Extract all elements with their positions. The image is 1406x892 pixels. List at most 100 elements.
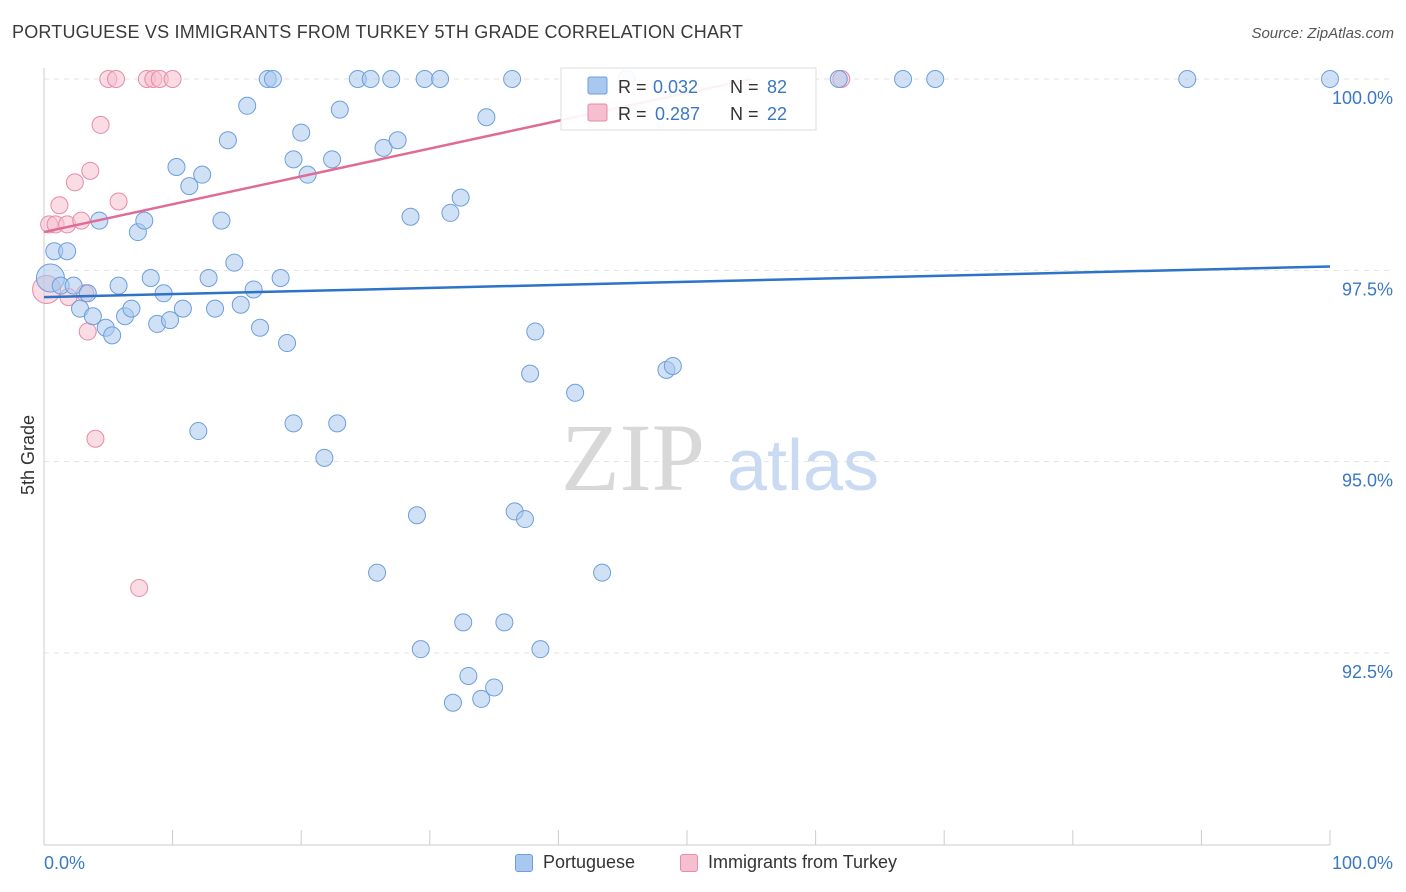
legend-label-portuguese: Portuguese — [543, 852, 636, 872]
portuguese-point-31 — [244, 280, 263, 299]
portuguese-point-60 — [454, 613, 473, 632]
portuguese-point-2 — [58, 242, 77, 261]
portuguese-point-55 — [415, 70, 434, 88]
y-tick-label-2: 95.0% — [1342, 471, 1393, 491]
portuguese-point-54 — [411, 640, 430, 659]
turkey-point-5 — [65, 173, 84, 192]
portuguese-point-73 — [593, 563, 612, 582]
portuguese-point-62 — [472, 689, 491, 708]
watermark: ZIP atlas — [561, 404, 879, 511]
portuguese-trend-line — [43, 265, 1331, 299]
grid-lines — [44, 78, 1393, 654]
portuguese-point-20 — [167, 158, 186, 177]
y-tick-label-3: 92.5% — [1342, 662, 1393, 682]
portuguese-point-12 — [122, 299, 141, 318]
portuguese-point-5 — [78, 284, 97, 303]
portuguese-point-24 — [199, 268, 218, 287]
series-legend: Portuguese Immigrants from Turkey — [0, 852, 1406, 878]
portuguese-point-38 — [284, 150, 303, 169]
portuguese-point-68 — [515, 510, 534, 529]
legend-r-value-turkey: 0.287 — [655, 104, 700, 124]
chart-title: PORTUGUESE VS IMMIGRANTS FROM TURKEY 5TH… — [12, 22, 744, 42]
legend-swatch-portuguese-bottom — [515, 853, 533, 872]
turkey-point-12 — [91, 115, 110, 134]
portuguese-point-19 — [161, 311, 180, 330]
portuguese-point-7 — [83, 307, 102, 326]
legend-swatch-turkey-bottom — [680, 853, 698, 872]
x-tick-label-left: 0.0% — [44, 853, 85, 873]
portuguese-point-58 — [443, 693, 462, 712]
portuguese-point-39 — [292, 123, 311, 142]
portuguese-point-47 — [361, 70, 380, 88]
portuguese-point-29 — [231, 295, 250, 314]
portuguese-point-16 — [141, 268, 160, 287]
portuguese-point-57 — [441, 203, 460, 222]
portuguese-point-71 — [531, 640, 550, 659]
legend-n-value-portuguese: 82 — [767, 77, 787, 97]
portuguese-point-21 — [173, 299, 192, 318]
legend-r-label-turkey: R = — [618, 104, 647, 124]
turkey-point-11 — [86, 429, 105, 448]
portuguese-point-78 — [894, 70, 913, 88]
portuguese-point-25 — [206, 299, 225, 318]
portuguese-point-48 — [368, 563, 387, 582]
portuguese-point-42 — [315, 448, 334, 467]
source-label: Source: ZipAtlas.com — [1251, 25, 1394, 42]
portuguese-point-41 — [323, 150, 342, 169]
watermark-atlas: atlas — [727, 426, 879, 506]
portuguese-point-23 — [193, 165, 212, 184]
y-axis-label: 5th Grade — [18, 415, 38, 495]
legend-r-value-portuguese: 0.032 — [653, 77, 698, 97]
y-tick-label-1: 97.5% — [1342, 279, 1393, 299]
portuguese-point-53 — [407, 506, 426, 525]
portuguese-point-45 — [189, 422, 208, 441]
legend-swatch-portuguese — [587, 76, 608, 95]
legend-label-turkey: Immigrants from Turkey — [708, 852, 898, 872]
portuguese-point-35 — [271, 268, 290, 287]
portuguese-point-79 — [926, 70, 945, 88]
portuguese-point-22 — [180, 177, 199, 196]
portuguese-point-69 — [521, 364, 540, 383]
y-tick-label-0: 100.0% — [1332, 88, 1393, 108]
legend-n-value-turkey: 22 — [767, 104, 787, 124]
portuguese-points — [35, 70, 1339, 712]
portuguese-point-30 — [238, 96, 257, 115]
portuguese-point-10 — [109, 276, 128, 295]
legend-item-turkey[interactable]: Immigrants from Turkey — [680, 852, 897, 873]
portuguese-point-77 — [829, 70, 848, 88]
turkey-point-16 — [130, 578, 149, 597]
immigrants-from-turkey-points — [32, 70, 851, 597]
portuguese-point-44 — [328, 414, 347, 433]
x-axis-tick-labels: 0.0% 100.0% — [44, 853, 1393, 873]
portuguese-point-81 — [1321, 70, 1339, 88]
y-axis-tick-labels: 100.0% 97.5% 95.0% 92.5% — [1332, 88, 1393, 682]
legend-r-label-portuguese: R = — [618, 77, 647, 97]
portuguese-point-15 — [135, 211, 154, 230]
portuguese-point-49 — [374, 138, 393, 157]
portuguese-point-66 — [503, 70, 522, 88]
portuguese-point-51 — [388, 131, 407, 150]
portuguese-point-80 — [1178, 70, 1197, 88]
turkey-point-10 — [81, 161, 100, 180]
portuguese-point-64 — [485, 678, 504, 697]
portuguese-point-43 — [330, 100, 349, 119]
turkey-point-15 — [109, 192, 128, 211]
stats-legend: R = 0.032 N = 82 R = 0.287 N = 22 — [560, 67, 817, 131]
portuguese-point-72 — [566, 383, 585, 402]
turkey-point-3 — [50, 196, 69, 215]
portuguese-point-52 — [401, 207, 420, 226]
portuguese-point-32 — [251, 318, 270, 337]
portuguese-point-34 — [263, 70, 282, 88]
legend-item-portuguese[interactable]: Portuguese — [515, 852, 635, 873]
legend-n-label-turkey: N = — [730, 104, 759, 124]
portuguese-point-76 — [663, 357, 682, 375]
portuguese-point-37 — [284, 414, 303, 433]
portuguese-point-26 — [212, 211, 231, 230]
portuguese-point-65 — [495, 613, 514, 632]
turkey-point-14 — [107, 70, 126, 88]
legend-n-label-portuguese: N = — [730, 77, 759, 97]
watermark-zip: ZIP — [561, 404, 705, 511]
portuguese-point-59 — [451, 188, 470, 207]
portuguese-point-56 — [431, 70, 450, 88]
